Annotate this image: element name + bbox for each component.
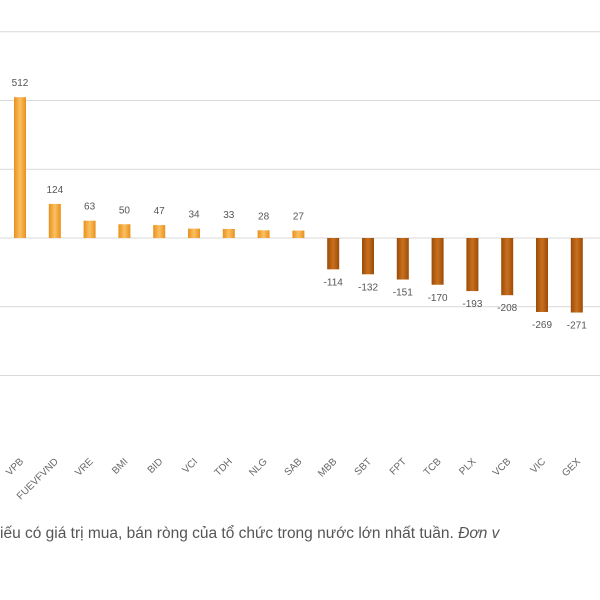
x-tick-label: TCB <box>422 456 444 478</box>
data-label: 28 <box>258 211 270 222</box>
x-tick-label: BMI <box>110 456 130 476</box>
bar-sbt <box>362 238 374 275</box>
x-tick-label: VRE <box>73 456 96 479</box>
bar-vci <box>188 228 200 238</box>
bar-gex <box>570 238 583 313</box>
caption-text: iếu có giá trị mua, bán ròng của tổ chức… <box>0 525 459 542</box>
bars <box>14 97 583 313</box>
bar-bmi <box>118 224 131 238</box>
data-label: 63 <box>84 202 96 213</box>
x-tick-label: PLX <box>457 456 478 477</box>
caption-unit: Đơn v <box>458 525 500 542</box>
chart-caption: iếu có giá trị mua, bán ròng của tổ chức… <box>0 525 600 543</box>
data-label: -193 <box>462 299 482 310</box>
data-label: 27 <box>293 212 305 223</box>
data-label: 124 <box>46 185 63 196</box>
data-label: 512 <box>12 78 29 89</box>
x-tick-label: SBT <box>353 456 375 478</box>
bar-vre <box>83 220 96 238</box>
bar-fuevfvnd <box>48 203 61 238</box>
bar-vpb <box>14 97 26 238</box>
bar-bid <box>153 225 166 238</box>
bar-tcb <box>431 238 444 285</box>
data-label: -114 <box>324 277 344 288</box>
data-label: 47 <box>154 206 166 217</box>
x-tick-label: FPT <box>388 456 409 477</box>
data-label: -170 <box>428 293 448 304</box>
x-tick-label: VCB <box>491 456 514 479</box>
data-label: 50 <box>119 205 131 216</box>
x-tick-label: SAB <box>283 456 305 478</box>
bar-sab <box>292 230 305 238</box>
bar-plx <box>466 238 479 292</box>
x-tick-label: GEX <box>560 456 583 479</box>
bar-vic <box>536 238 548 312</box>
data-label: -269 <box>532 320 552 331</box>
bar-fpt <box>396 238 409 280</box>
x-tick-label: VPB <box>4 456 26 478</box>
bar-vcb <box>501 238 514 296</box>
data-label: -208 <box>497 303 517 314</box>
x-tick-label: VIC <box>529 456 549 476</box>
data-label: 33 <box>223 210 235 221</box>
x-tick-label: BID <box>146 456 166 476</box>
x-tick-label: TDH <box>213 456 235 478</box>
net-trading-bar-chart: 512 124 63 50 47 34 33 28 27 -114 -132 -151 -170 -193… <box>0 31 600 502</box>
x-tick-label: MBB <box>316 456 339 479</box>
bar-nlg <box>257 230 270 238</box>
data-label: 34 <box>188 210 200 221</box>
bar-tdh <box>222 228 235 238</box>
x-tick-label: VCI <box>181 456 201 476</box>
bar-mbb <box>327 238 340 270</box>
data-label: -132 <box>358 282 378 293</box>
data-label: -271 <box>567 321 587 332</box>
bar-labels: 512 124 63 50 47 34 33 28 27 -114 -132 -151 -170 -193… <box>12 78 588 331</box>
data-label: -151 <box>393 288 413 299</box>
x-tick-label: NLG <box>247 456 269 478</box>
